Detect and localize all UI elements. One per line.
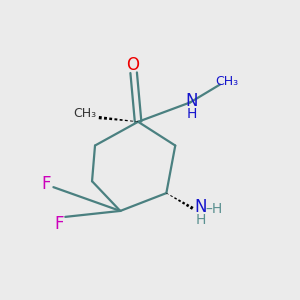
Text: H: H [186,107,197,121]
Text: CH₃: CH₃ [216,75,239,88]
Text: F: F [55,215,64,233]
Text: N: N [194,198,207,216]
Text: –H: –H [205,202,223,216]
Text: CH₃: CH₃ [73,107,96,120]
Text: N: N [185,92,198,110]
Text: H: H [195,213,206,227]
Text: F: F [41,175,51,193]
Text: O: O [126,56,139,74]
